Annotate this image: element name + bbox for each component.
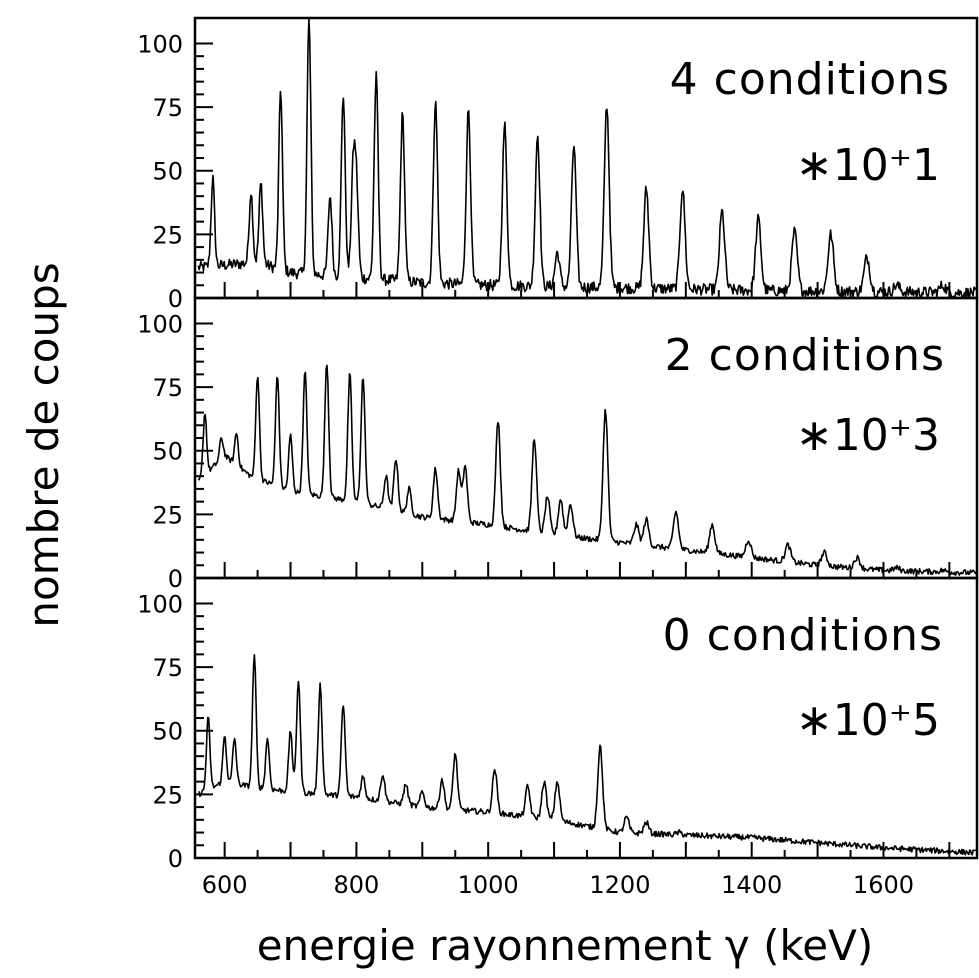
x-tick-label: 800 (334, 871, 380, 899)
panel-2-ytick-label: 25 (152, 501, 183, 529)
panel-2-ytick-label: 0 (168, 565, 183, 593)
x-axis-label: energie rayonnement γ (keV) (257, 921, 874, 970)
panel-0-ytick-label: 0 (168, 845, 183, 873)
panel-2-ytick-label: 100 (137, 310, 183, 338)
panel-0-ytick-label: 50 (152, 718, 183, 746)
x-tick-label: 1600 (853, 871, 914, 899)
panel-4-ytick-label: 75 (152, 94, 183, 122)
panel-0-ytick-label: 25 (152, 781, 183, 809)
x-tick-label: 1400 (721, 871, 782, 899)
panel-0-ytick-label: 100 (137, 590, 183, 618)
x-tick-label: 600 (202, 871, 248, 899)
panel-2-title: 2 conditions (665, 330, 945, 381)
panel-2-scale: ∗10⁺3 (796, 410, 940, 461)
panel-4-trace (197, 17, 977, 299)
panel-4-ytick-label: 0 (168, 285, 183, 313)
panel-2-trace (197, 364, 977, 576)
panel-2-ytick-label: 50 (152, 438, 183, 466)
panel-4-ytick-label: 25 (152, 221, 183, 249)
panel-0-ytick-label: 75 (152, 654, 183, 682)
x-tick-label: 1200 (589, 871, 650, 899)
y-axis-label: nombre de coups (19, 262, 68, 627)
chart-marks (197, 17, 977, 856)
panel-0-title: 0 conditions (663, 610, 943, 661)
panel-0-trace (198, 653, 976, 856)
panel-4-title: 4 conditions (670, 54, 950, 105)
panel-4-scale: ∗10⁺1 (796, 140, 940, 191)
panel-2-ytick-label: 75 (152, 374, 183, 402)
panel-4-ytick-label: 50 (152, 158, 183, 186)
panel-0-scale: ∗10⁺5 (796, 695, 940, 746)
panel-4-ytick-label: 100 (137, 30, 183, 58)
x-tick-label: 1000 (458, 871, 519, 899)
